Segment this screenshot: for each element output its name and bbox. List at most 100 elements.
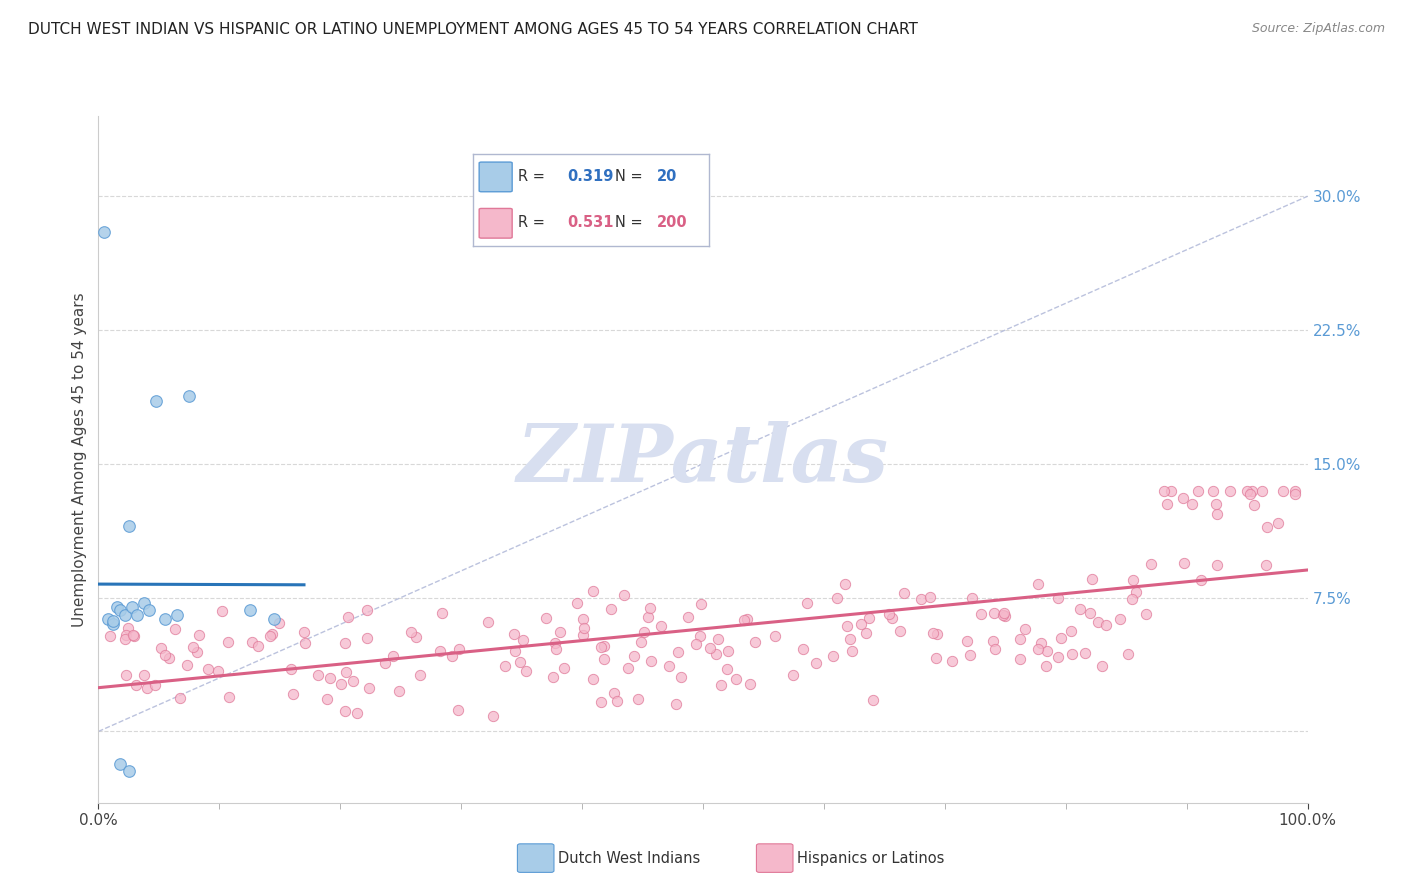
FancyBboxPatch shape (479, 209, 512, 238)
Point (825, 591, 848, 605)
Point (1135, 607, 1157, 622)
Point (121, 599, 143, 614)
Point (1256, 558, 1278, 572)
Text: R =: R = (517, 169, 546, 184)
Point (699, 640, 721, 655)
Point (405, 630, 427, 644)
Point (658, 659, 681, 673)
Point (1239, 487, 1261, 501)
Point (855, 625, 877, 640)
Point (1026, 641, 1049, 656)
Point (1236, 483, 1258, 498)
Point (922, 626, 945, 640)
Point (572, 621, 595, 635)
Point (582, 672, 605, 686)
Point (835, 619, 858, 633)
Point (346, 706, 368, 720)
Point (263, 612, 285, 626)
Point (637, 610, 659, 624)
Point (335, 636, 357, 650)
Point (541, 670, 564, 684)
Point (689, 597, 711, 611)
Point (336, 609, 359, 624)
Point (1014, 622, 1036, 636)
Point (515, 664, 537, 678)
Point (101, 614, 124, 628)
Point (374, 656, 396, 670)
Point (1243, 498, 1265, 512)
Point (114, 632, 136, 646)
Point (725, 673, 748, 687)
Point (292, 624, 315, 639)
Point (494, 658, 516, 673)
Point (505, 644, 527, 658)
Point (359, 681, 381, 695)
Point (409, 668, 432, 682)
Point (716, 662, 738, 676)
Point (893, 586, 915, 600)
Point (1036, 644, 1059, 658)
Point (132, 668, 155, 682)
Point (122, 628, 145, 642)
Point (571, 628, 593, 642)
Point (879, 607, 901, 621)
Point (207, 664, 229, 678)
Point (260, 627, 283, 641)
Point (281, 687, 304, 701)
Point (98, 629, 121, 643)
Point (1069, 602, 1091, 616)
Point (1078, 607, 1101, 621)
Point (1140, 557, 1163, 571)
Point (581, 584, 603, 599)
Point (155, 648, 177, 663)
Point (650, 619, 672, 633)
Point (509, 655, 531, 669)
Text: Hispanics or Latinos: Hispanics or Latinos (797, 851, 945, 865)
Point (1271, 483, 1294, 498)
Point (118, 519, 141, 533)
Point (633, 625, 655, 640)
Point (960, 591, 983, 605)
Point (108, 756, 131, 771)
Point (763, 629, 786, 643)
Point (333, 704, 356, 718)
Point (1240, 483, 1263, 498)
Point (150, 641, 173, 656)
Point (606, 693, 628, 707)
Point (969, 607, 991, 622)
Point (955, 634, 977, 648)
Point (1189, 573, 1212, 587)
Point (534, 611, 557, 625)
Point (548, 624, 571, 639)
Point (544, 636, 567, 650)
Point (388, 683, 411, 698)
Point (640, 654, 662, 668)
Point (163, 622, 186, 636)
Point (125, 677, 148, 691)
Point (187, 628, 209, 642)
Point (553, 661, 575, 675)
Point (1062, 647, 1084, 661)
Point (567, 595, 589, 609)
Point (841, 644, 863, 658)
Text: 200: 200 (657, 215, 688, 230)
Point (546, 642, 568, 657)
Point (941, 654, 963, 668)
Point (217, 635, 239, 649)
Point (1125, 585, 1147, 599)
Point (319, 671, 342, 685)
Point (959, 648, 981, 662)
Point (603, 686, 626, 700)
Point (626, 691, 648, 706)
Point (381, 648, 404, 663)
Point (307, 668, 329, 682)
Point (1026, 576, 1049, 591)
Point (1008, 652, 1031, 666)
Point (138, 603, 160, 617)
Point (1060, 624, 1083, 638)
Point (704, 647, 727, 661)
Point (849, 617, 872, 632)
Point (477, 615, 499, 630)
Point (1153, 483, 1175, 498)
Point (153, 612, 176, 626)
